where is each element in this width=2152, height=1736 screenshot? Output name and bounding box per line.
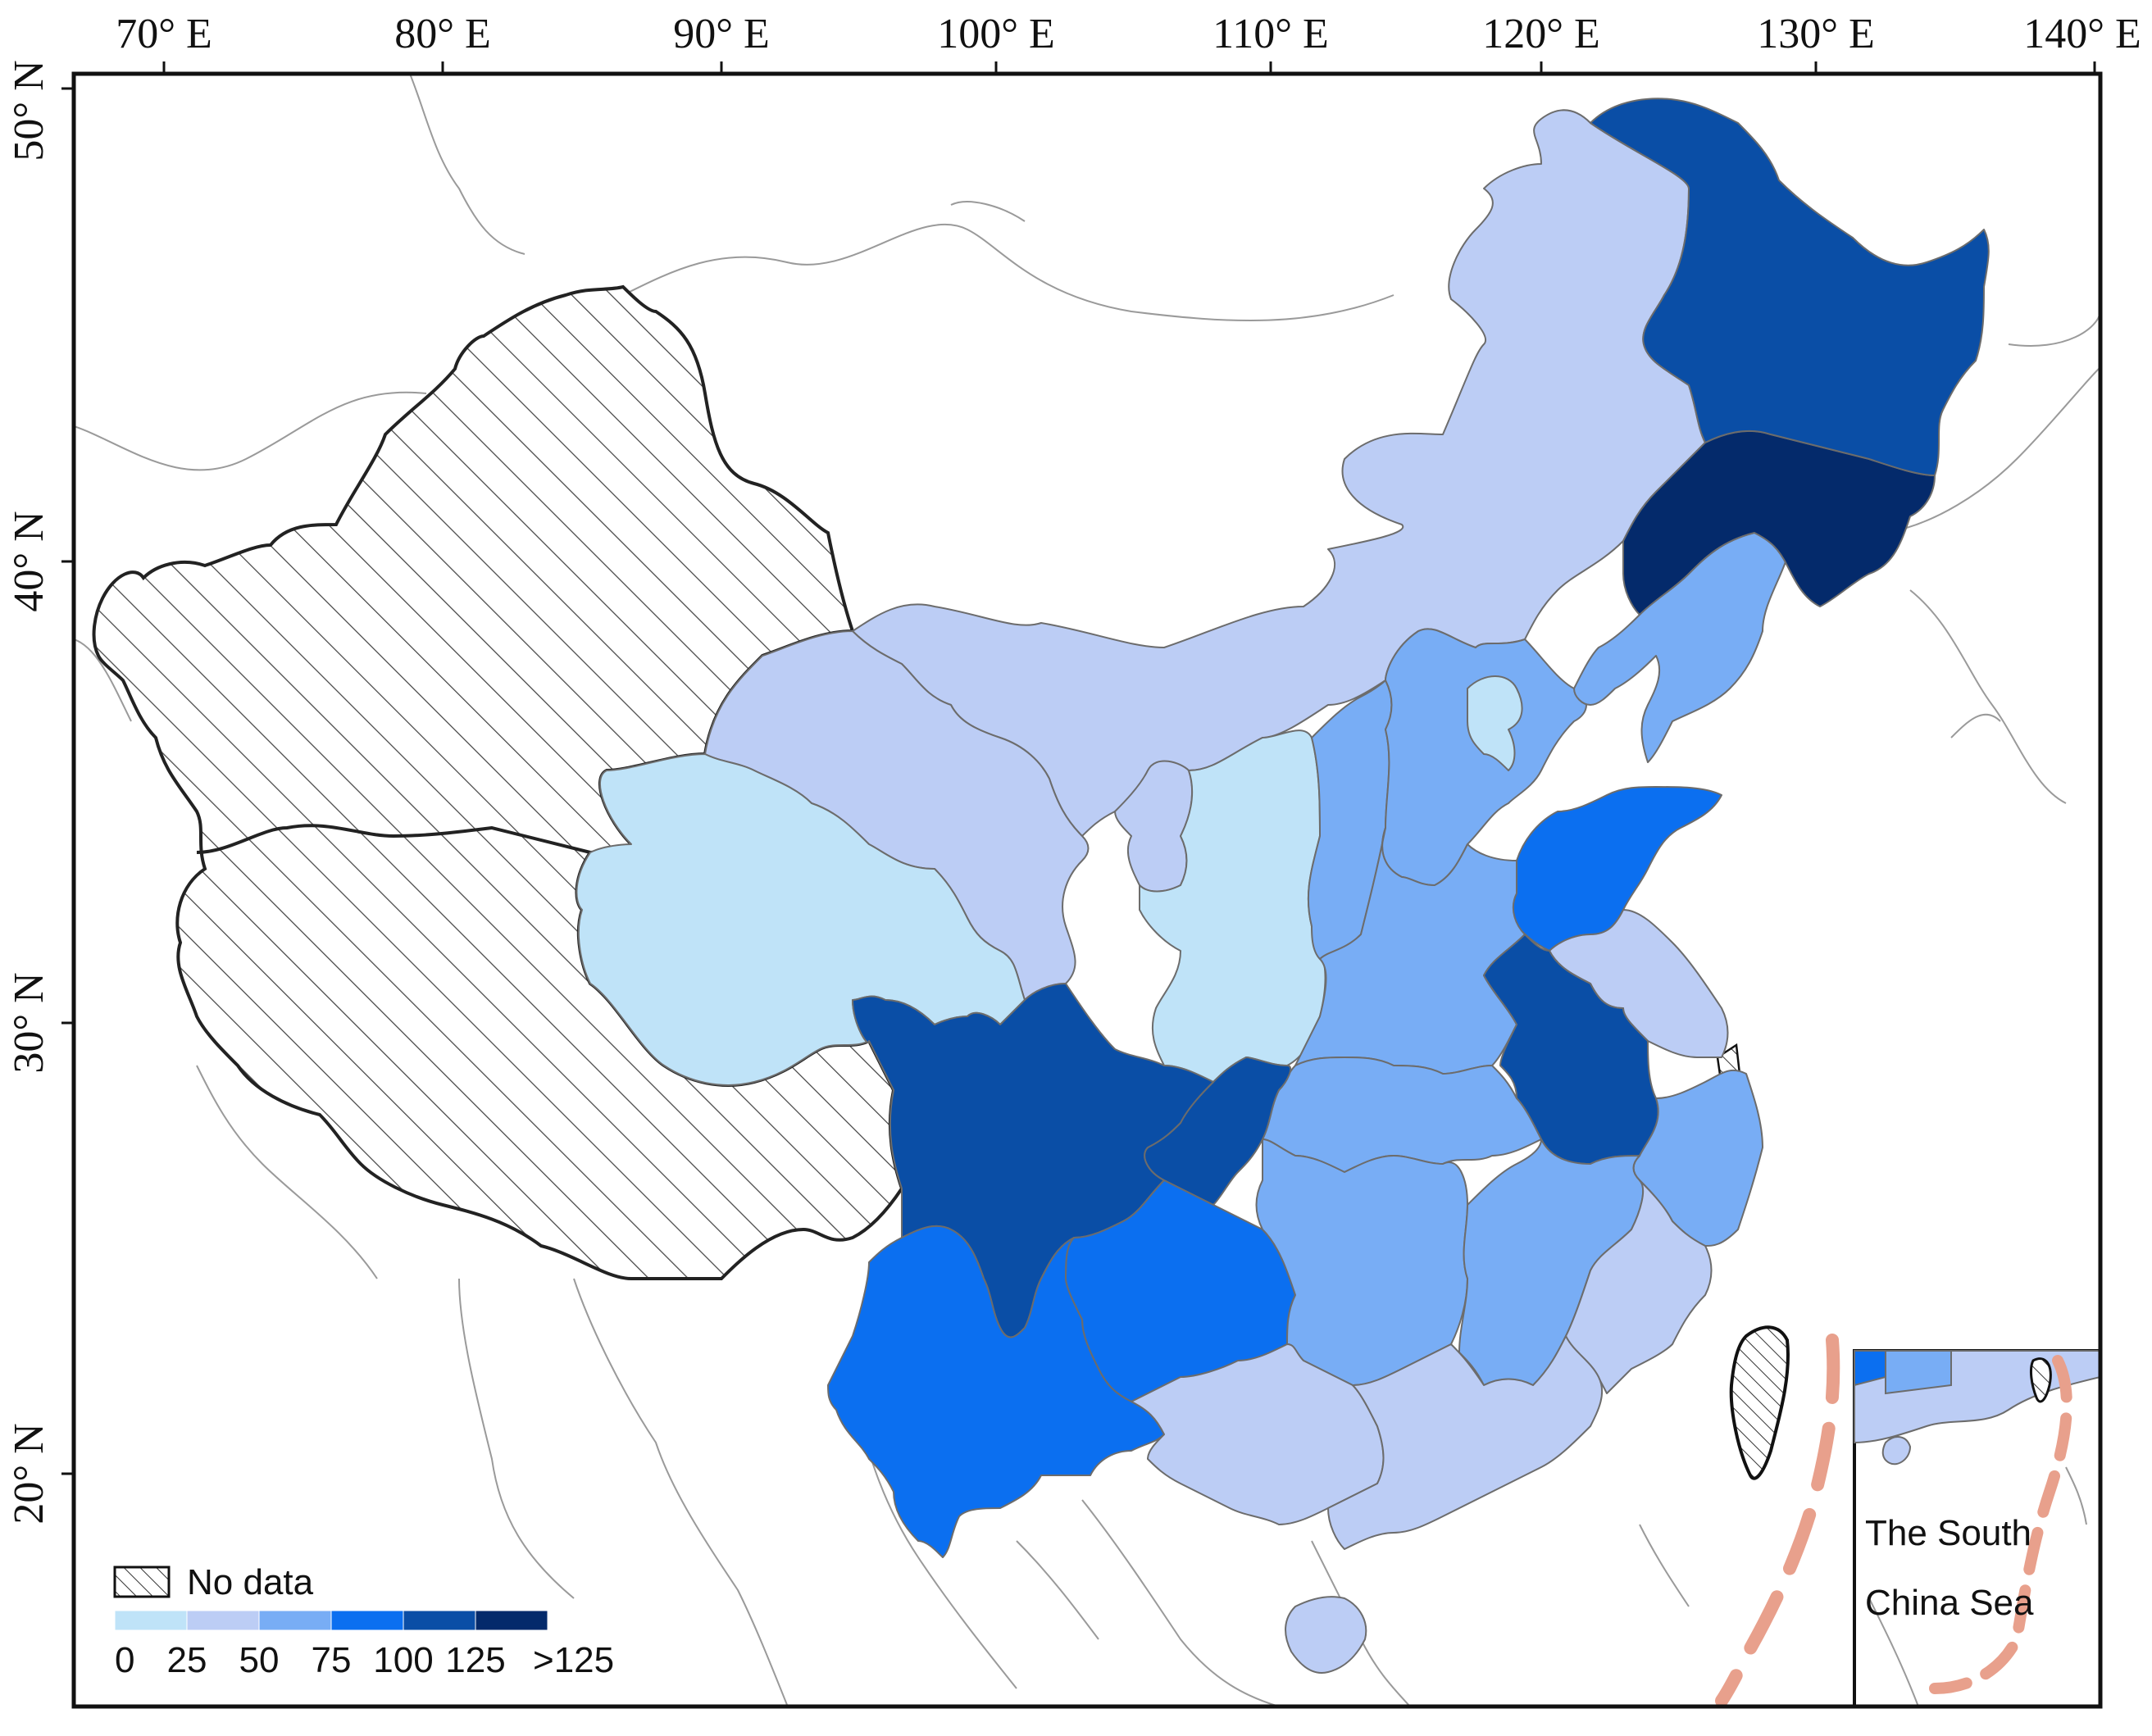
longitude-ticks: 70° E 80° E 90° E 100° E 110° E 120° E 1… xyxy=(116,11,2141,74)
lon-label-80: 80° E xyxy=(394,11,491,57)
provinces xyxy=(576,98,1990,1674)
legend-bin-label-5: 125 xyxy=(445,1640,505,1680)
legend-bin-label-0: 0 xyxy=(115,1640,134,1680)
neighbour-boundaries xyxy=(74,74,2100,1706)
legend-swatch-5 xyxy=(475,1610,548,1631)
no-data-swatch xyxy=(113,1566,171,1598)
legend-swatch-2 xyxy=(258,1610,332,1631)
legend-bin-label-1: 25 xyxy=(167,1640,207,1680)
legend-swatch-1 xyxy=(186,1610,260,1631)
legend-swatch-4 xyxy=(403,1610,476,1631)
legend-bin-label-3: 75 xyxy=(312,1640,352,1680)
lon-label-100: 100° E xyxy=(937,11,1055,57)
legend-bin-label-2: 50 xyxy=(239,1640,280,1680)
map-area: The South China Sea No data 0 25 50 75 100 12… xyxy=(74,74,2100,1706)
inset-title-line-1: The South xyxy=(1865,1513,2031,1553)
no-data-label: No data xyxy=(187,1562,314,1602)
inset-title-line-2: China Sea xyxy=(1865,1583,2034,1623)
legend-bin-labels: 0 25 50 75 100 125 >125 xyxy=(115,1640,614,1680)
legend: No data 0 25 50 75 100 125 >125 xyxy=(113,1562,614,1680)
map-frame xyxy=(71,71,2103,1709)
lon-label-130: 130° E xyxy=(1757,11,1875,57)
lat-label-20: 20° N xyxy=(6,1423,52,1524)
dashed-boundary xyxy=(1715,1334,1840,1706)
lat-label-50: 50° N xyxy=(6,60,52,161)
lon-label-70: 70° E xyxy=(116,11,212,57)
legend-bin-label-4: 100 xyxy=(373,1640,433,1680)
lon-label-120: 120° E xyxy=(1482,11,1600,57)
lon-label-90: 90° E xyxy=(673,11,770,57)
lon-label-140: 140° E xyxy=(2023,11,2141,57)
lat-label-40: 40° N xyxy=(6,511,52,611)
legend-swatch-3 xyxy=(330,1610,404,1631)
legend-color-bar xyxy=(114,1610,548,1631)
lon-label-110: 110° E xyxy=(1212,11,1329,57)
legend-swatch-0 xyxy=(114,1610,188,1631)
latitude-ticks: 50° N 40° N 30° N 20° N xyxy=(6,60,74,1525)
lat-label-30: 30° N xyxy=(6,972,52,1073)
inset-map: The South China Sea xyxy=(1853,1349,2100,1706)
legend-bin-label-6: >125 xyxy=(533,1640,614,1680)
